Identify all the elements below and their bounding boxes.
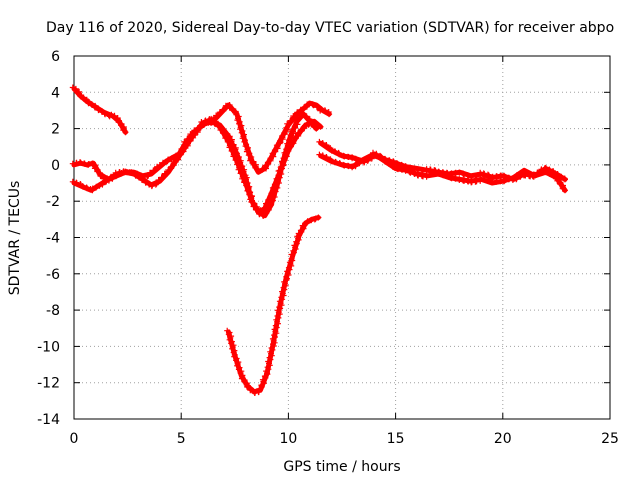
x-tick-label: 0 xyxy=(70,431,79,447)
x-tick-label: 15 xyxy=(387,431,405,447)
y-tick-label: 0 xyxy=(51,158,60,174)
y-tick-label: -2 xyxy=(46,194,60,210)
x-axis-label: GPS time / hours xyxy=(283,459,400,475)
x-tick-label: 5 xyxy=(177,431,186,447)
series-markers xyxy=(69,84,129,136)
y-tick-label: -12 xyxy=(37,376,60,392)
series-markers xyxy=(316,149,568,186)
series-track-d xyxy=(207,100,333,175)
series-layer xyxy=(69,84,568,396)
series-track xyxy=(71,117,324,215)
y-tick-label: -8 xyxy=(46,303,60,319)
series-track-g xyxy=(316,149,568,186)
y-tick-label: 6 xyxy=(51,49,60,65)
y-tick-label: 4 xyxy=(51,85,60,101)
tick-layer: 0 5 10 15 20 25 -14 -12 -10 -8 -6 -4 -2 0 2 4 6 xyxy=(37,49,619,447)
series-track-c xyxy=(69,115,324,216)
x-tick-label: 10 xyxy=(279,431,297,447)
chart-title: Day 116 of 2020, Sidereal Day-to-day VTE… xyxy=(46,20,614,36)
y-axis-label: SDTVAR / TECUs xyxy=(7,181,23,296)
x-tick-label: 25 xyxy=(601,431,619,447)
series-track-a xyxy=(69,84,129,136)
series-track-e xyxy=(224,214,322,396)
x-tick-label: 20 xyxy=(494,431,512,447)
series-markers xyxy=(69,115,324,216)
series-markers xyxy=(207,100,333,175)
y-tick-label: 2 xyxy=(51,122,60,138)
y-tick-label: -6 xyxy=(46,267,60,283)
y-tick-label: -4 xyxy=(46,231,60,247)
y-tick-label: -14 xyxy=(37,412,60,428)
series-markers xyxy=(224,214,322,396)
y-tick-label: -10 xyxy=(37,339,60,355)
